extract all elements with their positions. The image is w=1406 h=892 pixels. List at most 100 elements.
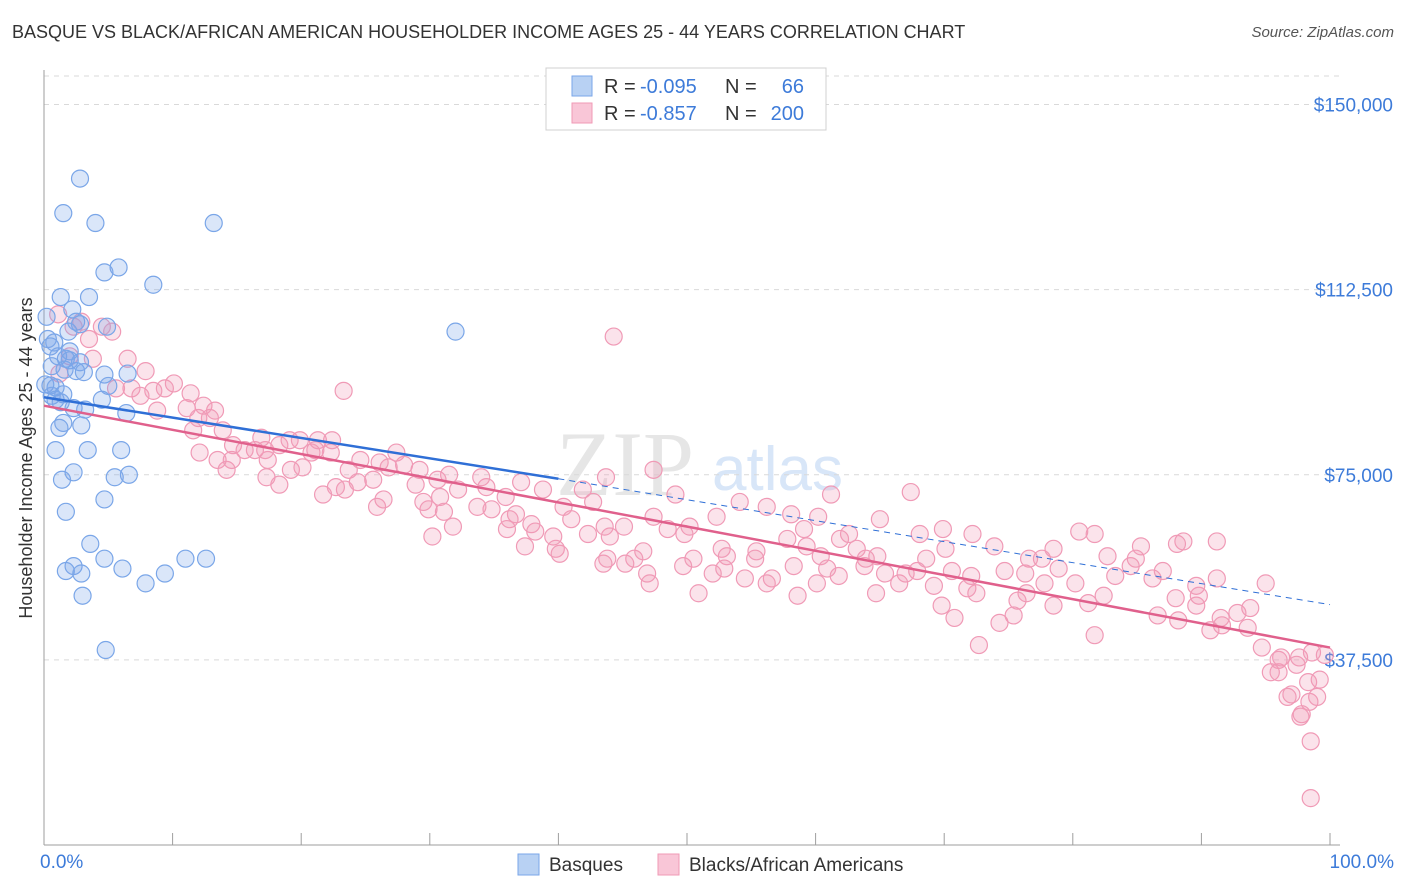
data-point — [113, 559, 132, 578]
data-point — [1094, 586, 1113, 605]
data-point — [735, 569, 754, 588]
data-point — [644, 460, 663, 479]
data-point — [963, 524, 982, 544]
bottom-legend-label-basques: Basques — [549, 855, 623, 876]
trend-line-basques — [43, 396, 559, 480]
y-tick-labels: $37,500 $75,000 $112,500 $150,000 — [1314, 96, 1393, 672]
data-point — [995, 561, 1014, 581]
data-point — [204, 213, 223, 233]
data-point — [1004, 606, 1023, 625]
data-point — [616, 554, 635, 573]
series-legend: Basques Blacks/African Americans — [517, 853, 903, 876]
data-point — [348, 473, 367, 492]
data-point — [1035, 574, 1054, 593]
data-point — [794, 519, 814, 539]
data-point — [1287, 655, 1306, 674]
data-point — [901, 482, 920, 502]
data-point — [757, 574, 776, 593]
data-point — [890, 574, 909, 593]
data-point — [95, 263, 114, 282]
y-tick-label: $150,000 — [1314, 96, 1393, 117]
data-point — [339, 460, 358, 479]
data-point — [497, 519, 517, 539]
data-point — [430, 487, 450, 507]
y-axis-label: Householder Income Ages 25 - 44 years — [16, 297, 36, 618]
data-point — [222, 450, 241, 470]
data-point — [1143, 569, 1162, 588]
data-point — [70, 353, 90, 372]
data-point — [757, 497, 776, 516]
data-point — [443, 517, 463, 536]
data-point — [1016, 564, 1035, 583]
data-point — [118, 349, 137, 368]
legend-n-label-1: N = — [725, 76, 757, 98]
data-point — [196, 549, 216, 568]
data-point — [614, 517, 634, 536]
data-point — [419, 500, 438, 519]
data-point — [46, 440, 65, 460]
legend-n-label-2: N = — [725, 103, 757, 125]
data-point — [394, 455, 414, 475]
data-point — [1269, 663, 1288, 682]
data-point — [1121, 556, 1140, 576]
data-point — [689, 584, 708, 603]
data-point — [778, 529, 797, 549]
watermark-atlas: atlas — [712, 435, 843, 504]
source-label: Source: ZipAtlas.com — [1251, 24, 1394, 41]
data-point — [97, 317, 117, 336]
data-point — [1187, 596, 1206, 615]
data-point — [1282, 685, 1301, 704]
data-point — [684, 549, 703, 568]
data-point — [321, 443, 340, 462]
data-point — [95, 365, 114, 384]
data-point — [92, 317, 111, 336]
data-point — [281, 460, 301, 479]
data-point — [809, 507, 828, 526]
data-point — [72, 564, 91, 583]
series-basques — [36, 169, 465, 660]
data-point — [79, 287, 99, 307]
legend-n-value-2: 200 — [771, 103, 804, 125]
data-point — [674, 556, 693, 576]
chart-title: BASQUE VS BLACK/AFRICAN AMERICAN HOUSEHO… — [12, 22, 966, 42]
data-point — [217, 460, 236, 479]
data-point — [936, 539, 955, 558]
data-point — [967, 584, 986, 603]
data-point — [56, 502, 75, 521]
data-point — [136, 574, 155, 593]
x-ticks — [43, 833, 1331, 845]
data-point — [1070, 522, 1089, 541]
data-point — [79, 329, 99, 349]
data-point — [1207, 532, 1226, 551]
data-point — [190, 443, 209, 462]
data-point — [1228, 603, 1247, 623]
legend-r-label-1: R = — [604, 76, 636, 98]
x-tick-label-end: 100.0% — [1330, 852, 1395, 873]
data-point — [969, 635, 989, 655]
data-point — [374, 490, 393, 509]
trend-line-basques-extension — [558, 478, 1331, 606]
data-point — [788, 586, 807, 605]
data-point — [258, 450, 277, 470]
data-point — [118, 364, 137, 383]
data-point — [302, 443, 321, 462]
data-point — [782, 505, 801, 524]
data-point — [1098, 547, 1117, 566]
data-point — [1301, 732, 1320, 751]
data-point — [985, 537, 1004, 556]
data-point — [144, 275, 163, 294]
data-point — [155, 379, 174, 398]
data-point — [526, 522, 545, 541]
data-point — [95, 490, 114, 509]
data-point — [703, 564, 722, 583]
data-point — [74, 363, 93, 382]
data-point — [1044, 539, 1063, 558]
data-point — [379, 458, 398, 477]
data-point — [55, 360, 74, 379]
data-point — [1301, 789, 1320, 808]
data-point — [364, 470, 383, 489]
data-point — [49, 305, 68, 324]
data-point — [1008, 591, 1027, 610]
data-point — [472, 468, 491, 487]
y-tick-label: $75,000 — [1324, 466, 1393, 487]
